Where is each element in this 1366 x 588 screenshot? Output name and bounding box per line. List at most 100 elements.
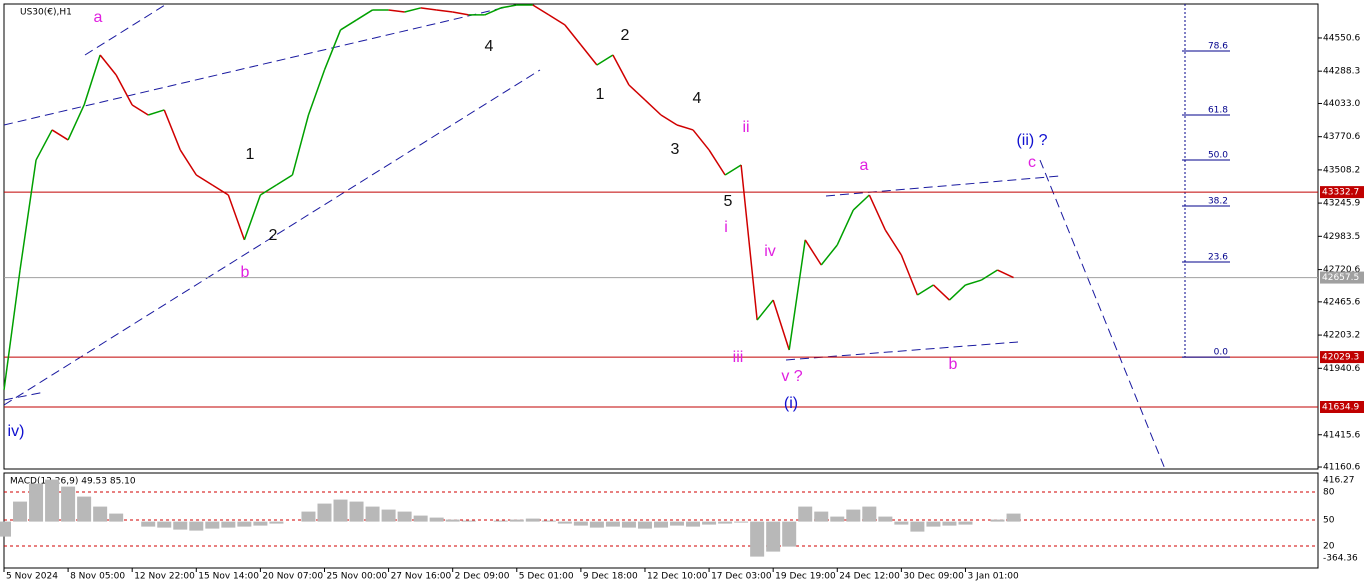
price-tag-label: 42657.5 xyxy=(1322,273,1359,283)
wave-label: iv xyxy=(764,243,776,260)
fib-label: 50.0 xyxy=(1208,151,1228,161)
macd-bar xyxy=(637,521,652,529)
y-tick-label: 43770.6 xyxy=(1323,132,1360,142)
y-tick-label: 44033.0 xyxy=(1323,99,1360,109)
macd-bar xyxy=(525,518,540,522)
price-tag xyxy=(1320,400,1364,413)
price-segment xyxy=(131,104,149,116)
x-tick-label: 3 Jan 01:00 xyxy=(967,572,1019,582)
macd-bar xyxy=(990,519,1005,522)
fib-label: 38.2 xyxy=(1208,196,1228,206)
macd-bar xyxy=(862,506,877,522)
y-tick-label: 41940.6 xyxy=(1323,364,1360,374)
macd-bar xyxy=(798,506,813,522)
trendline xyxy=(84,4,166,56)
price-segment xyxy=(243,194,262,241)
macd-bar xyxy=(958,521,973,525)
main-frame xyxy=(3,3,1319,470)
macd-bar xyxy=(557,521,572,524)
y-tick-label: 44288.3 xyxy=(1323,67,1360,77)
price-segment xyxy=(965,279,982,286)
price-segment xyxy=(420,7,437,11)
fib-label: 0.0 xyxy=(1214,348,1229,358)
wave-label: i xyxy=(724,219,728,236)
macd-axis-label: 80 xyxy=(1323,488,1335,498)
macd-bar xyxy=(157,521,172,528)
y-tick-label: 42720.6 xyxy=(1323,265,1360,275)
macd-bar xyxy=(702,521,717,525)
wave-label: a xyxy=(94,9,103,26)
price-segment xyxy=(404,7,421,13)
price-segment xyxy=(756,299,774,321)
macd-bar xyxy=(894,521,909,525)
fib-label: 78.6 xyxy=(1208,41,1228,51)
x-tick-label: 20 Nov 07:00 xyxy=(262,572,323,582)
macd-bar xyxy=(45,479,60,522)
price-segment xyxy=(532,4,550,16)
x-tick-label: 5 Dec 01:00 xyxy=(519,572,574,582)
macd-bar xyxy=(605,521,620,527)
price-segment xyxy=(997,269,1014,279)
price-segment xyxy=(356,9,373,21)
wave-label: 2 xyxy=(621,27,630,44)
trendline xyxy=(3,391,46,401)
wave-label: ii xyxy=(742,119,749,136)
price-segment xyxy=(51,129,69,141)
macd-bar xyxy=(365,506,380,522)
x-tick-label: 12 Nov 22:00 xyxy=(134,572,195,582)
price-segment xyxy=(981,269,998,281)
symbol-title: US30(€),H1 xyxy=(20,8,72,18)
macd-bar xyxy=(461,520,476,522)
macd-bar xyxy=(381,509,396,522)
macd-bar xyxy=(109,513,124,522)
macd-bar xyxy=(237,521,252,527)
price-segment xyxy=(323,29,342,71)
x-tick-label: 5 Nov 2024 xyxy=(6,572,58,582)
price-segment xyxy=(628,84,646,101)
price-segment xyxy=(884,229,902,256)
wave-label: 1 xyxy=(596,86,605,103)
macd-bar xyxy=(93,506,108,522)
macd-bar xyxy=(301,511,316,522)
x-tick-label: 2 Dec 09:00 xyxy=(455,572,510,582)
macd-bar xyxy=(878,516,893,522)
price-segment xyxy=(948,284,966,301)
macd-bar xyxy=(397,511,412,522)
macd-bar xyxy=(541,520,556,522)
macd-axis-label: 20 xyxy=(1323,542,1335,552)
price-segment xyxy=(500,4,517,9)
macd-axis-label: 416.27 xyxy=(1323,476,1355,486)
trendline xyxy=(3,69,541,406)
wave-label: 2 xyxy=(269,227,278,244)
macd-bar xyxy=(814,511,829,522)
trendline xyxy=(785,341,1019,361)
price-tag xyxy=(1320,271,1364,284)
macd-bar xyxy=(349,501,364,522)
macd-bar xyxy=(77,496,92,522)
price-segment xyxy=(291,114,310,176)
y-tick-label: 42983.5 xyxy=(1323,232,1360,242)
y-tick-label: 41415.6 xyxy=(1323,430,1360,440)
macd-bar xyxy=(269,521,284,524)
macd-bar xyxy=(782,521,797,547)
price-segment xyxy=(67,104,85,141)
macd-bar xyxy=(61,486,76,522)
wave-label: c xyxy=(1028,154,1036,171)
price-tag-label: 42029.3 xyxy=(1322,353,1359,363)
macd-bar xyxy=(1006,513,1021,522)
price-segment xyxy=(772,299,790,351)
price-tag xyxy=(1320,351,1364,364)
price-segment xyxy=(804,239,822,266)
price-segment xyxy=(868,194,887,231)
macd-bar xyxy=(686,521,701,527)
fib-label: 61.8 xyxy=(1208,105,1228,115)
price-segment xyxy=(836,209,854,246)
wave-label: a xyxy=(860,157,869,174)
price-segment xyxy=(19,159,37,271)
macd-label: MACD(12,26,9) 49.53 85.10 xyxy=(10,477,136,487)
macd-bar xyxy=(734,521,749,523)
macd-bar xyxy=(429,517,444,522)
macd-bar xyxy=(189,521,204,531)
